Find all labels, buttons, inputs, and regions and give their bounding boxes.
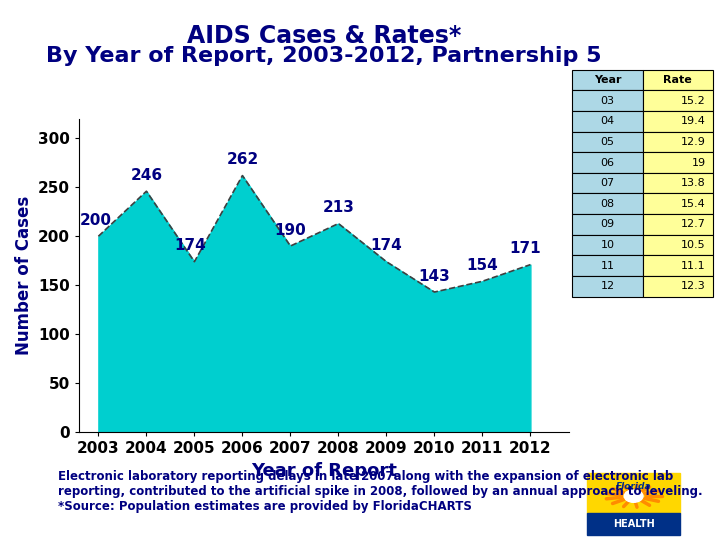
Y-axis label: Number of Cases: Number of Cases bbox=[14, 196, 32, 355]
Text: 246: 246 bbox=[130, 168, 163, 183]
Text: HEALTH: HEALTH bbox=[613, 519, 654, 529]
Circle shape bbox=[624, 490, 643, 502]
Text: 200: 200 bbox=[80, 213, 112, 228]
Text: 190: 190 bbox=[274, 222, 306, 238]
Text: 154: 154 bbox=[467, 258, 498, 273]
Text: 174: 174 bbox=[371, 238, 402, 253]
Text: 174: 174 bbox=[174, 238, 206, 253]
Text: 213: 213 bbox=[323, 200, 354, 215]
Text: AIDS Cases & Rates*: AIDS Cases & Rates* bbox=[186, 24, 462, 48]
X-axis label: Year of Report: Year of Report bbox=[251, 462, 397, 480]
Text: 171: 171 bbox=[509, 241, 541, 256]
Text: 262: 262 bbox=[226, 152, 258, 167]
Text: 143: 143 bbox=[418, 269, 450, 284]
Text: Florida: Florida bbox=[616, 482, 652, 491]
Text: Electronic laboratory reporting delays in late 2007along with the expansion of e: Electronic laboratory reporting delays i… bbox=[58, 470, 702, 513]
Text: By Year of Report, 2003-2012, Partnership 5: By Year of Report, 2003-2012, Partnershi… bbox=[46, 46, 602, 66]
